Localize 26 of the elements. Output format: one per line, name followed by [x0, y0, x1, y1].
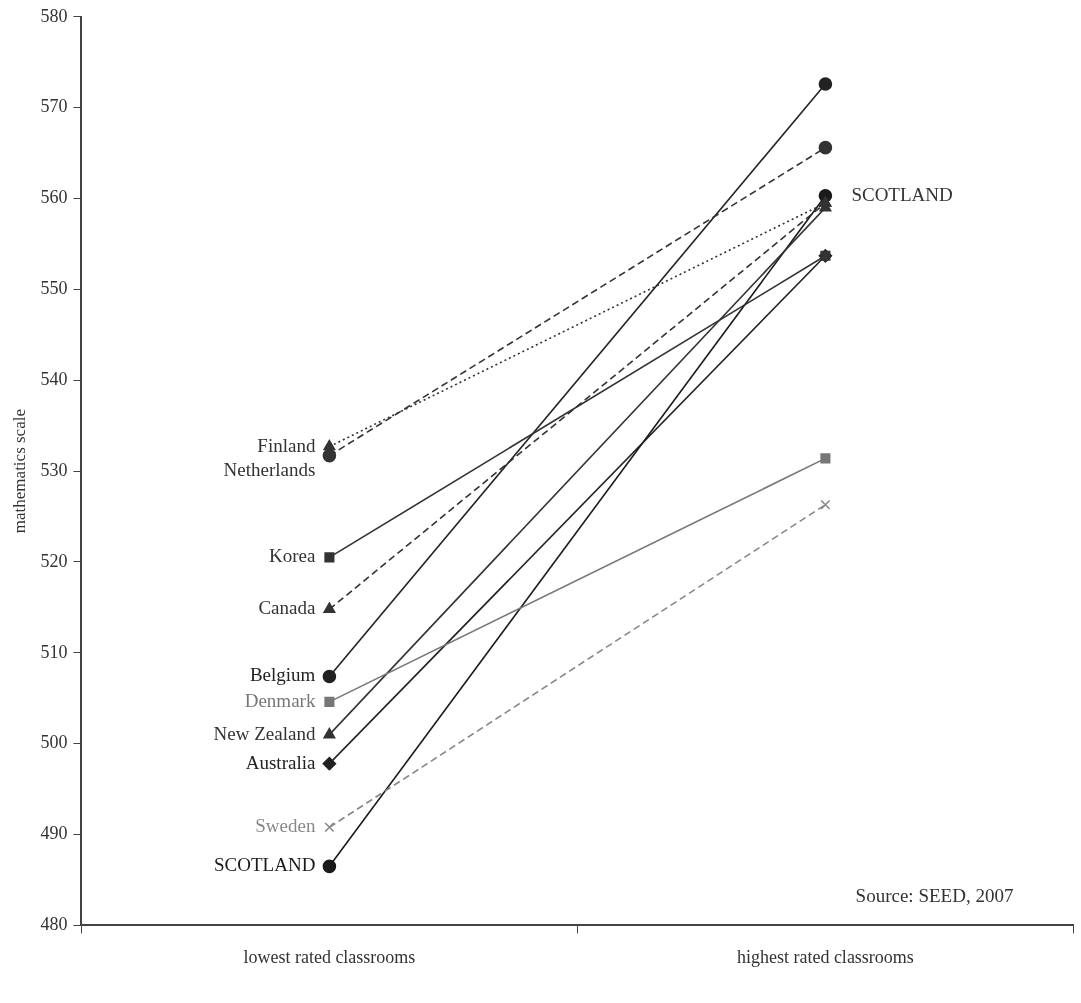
y-tick-label: 500 [40, 732, 68, 753]
y-tick-label: 580 [40, 5, 68, 26]
series-label: SCOTLAND [214, 854, 316, 876]
y-tick-label: 570 [40, 96, 68, 117]
series-label: Australia [245, 751, 316, 773]
annotation: SCOTLAND [851, 183, 953, 205]
series-label: New Zealand [213, 722, 316, 744]
x-tick-label: lowest rated classrooms [243, 946, 416, 967]
series-label: Netherlands [223, 458, 316, 480]
x-tick-label: highest rated classrooms [736, 946, 914, 967]
y-tick-label: 560 [40, 187, 68, 208]
y-tick-label: 510 [40, 641, 68, 662]
series-label: Finland [257, 434, 316, 456]
series-label: Sweden [255, 815, 316, 837]
y-tick-label: 480 [40, 914, 68, 935]
annotation: Source: SEED, 2007 [855, 885, 1014, 907]
series-label: Korea [268, 545, 316, 567]
y-tick-label: 540 [40, 368, 68, 389]
series-label: Canada [258, 597, 316, 619]
y-tick-label: 550 [40, 278, 68, 299]
y-axis-title: mathematics scale [9, 409, 29, 534]
y-tick-label: 490 [40, 823, 68, 844]
y-tick-label: 530 [40, 459, 68, 480]
series-label: Denmark [244, 689, 316, 711]
series-label: Belgium [249, 664, 316, 686]
y-tick-label: 520 [40, 550, 68, 571]
